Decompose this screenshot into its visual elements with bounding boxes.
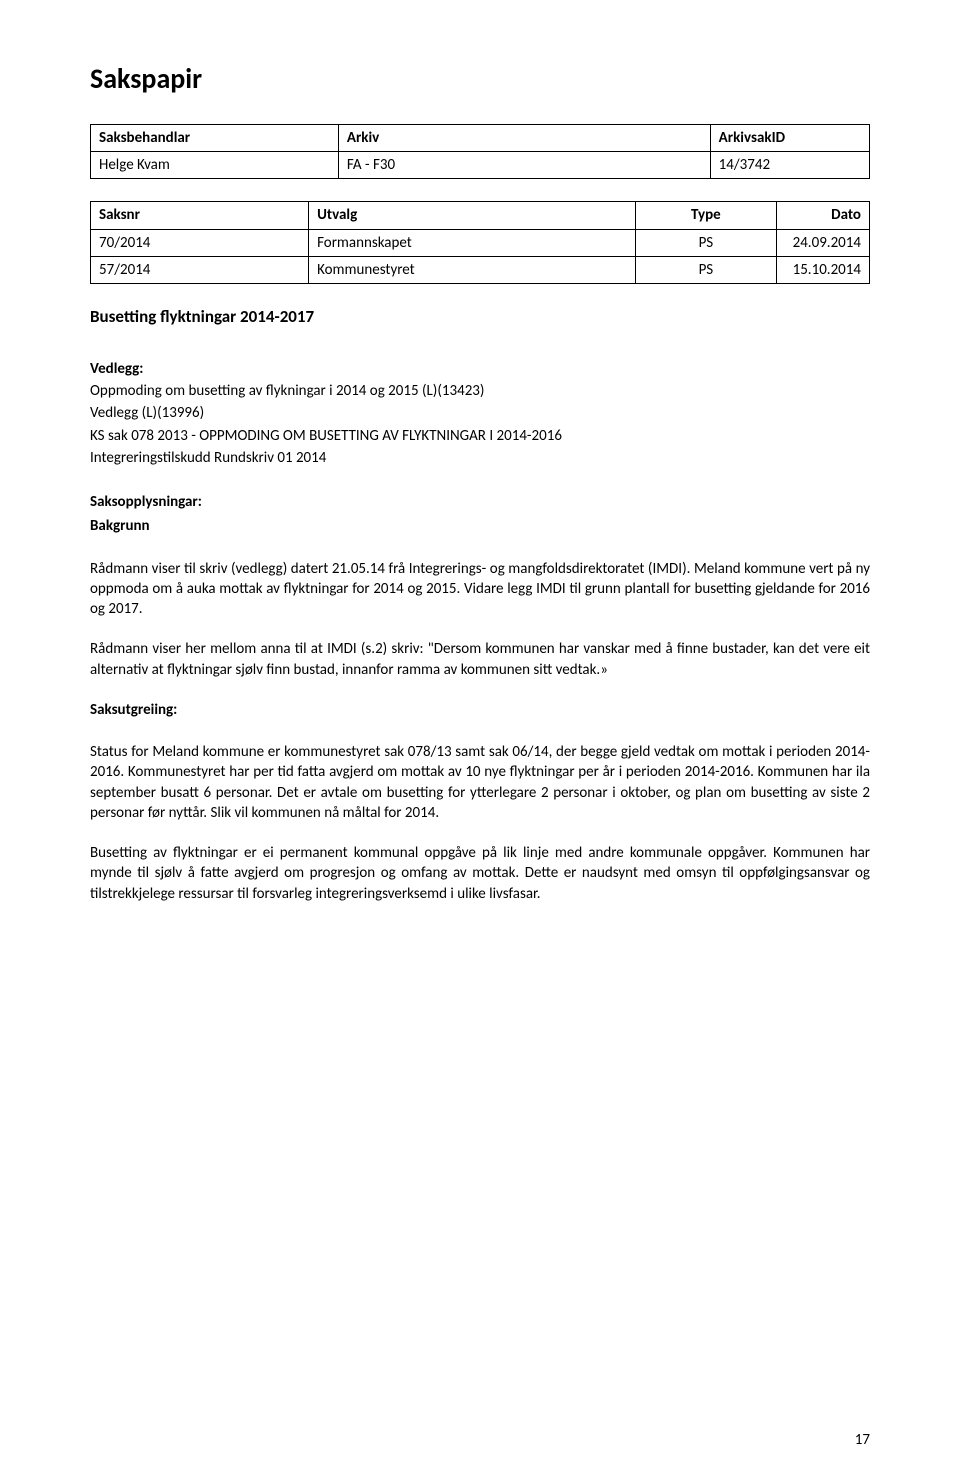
td-saksbehandlar: Helge Kvam: [91, 152, 339, 179]
saksopplysningar-heading: Saksopplysningar:: [90, 492, 870, 512]
attachment-item: Vedlegg (L)(13996): [90, 403, 870, 423]
td-dato: 24.09.2014: [776, 229, 870, 256]
case-subject: Busetting flyktningar 2014-2017: [90, 306, 870, 329]
attachment-item: Oppmoding om busetting av flykningar i 2…: [90, 381, 870, 401]
th-saksbehandlar: Saksbehandlar: [91, 124, 339, 151]
th-utvalg: Utvalg: [309, 202, 636, 229]
td-type: PS: [636, 229, 776, 256]
th-arkiv: Arkiv: [338, 124, 710, 151]
page-number: 17: [855, 1430, 870, 1450]
table-row: 70/2014 Formannskapet PS 24.09.2014: [91, 229, 870, 256]
bakgrunn-heading: Bakgrunn: [90, 516, 870, 536]
page-title: Sakspapir: [90, 60, 870, 98]
attachments-block: Vedlegg: Oppmoding om busetting av flykn…: [90, 359, 870, 468]
td-utvalg: Formannskapet: [309, 229, 636, 256]
table-row: 57/2014 Kommunestyret PS 15.10.2014: [91, 256, 870, 283]
paragraph: Busetting av flyktningar er ei permanent…: [90, 843, 870, 904]
table-row: Saksbehandlar Arkiv ArkivsakID: [91, 124, 870, 151]
td-utvalg: Kommunestyret: [309, 256, 636, 283]
attachments-heading: Vedlegg:: [90, 359, 870, 379]
td-arkiv: FA - F30: [338, 152, 710, 179]
td-saksnr: 57/2014: [91, 256, 309, 283]
table-row: Saksnr Utvalg Type Dato: [91, 202, 870, 229]
th-arkivsakid: ArkivsakID: [710, 124, 869, 151]
paragraph: Status for Meland kommune er kommunestyr…: [90, 742, 870, 823]
case-info-block: Saksopplysningar: Bakgrunn: [90, 492, 870, 537]
th-type: Type: [636, 202, 776, 229]
td-type: PS: [636, 256, 776, 283]
attachment-item: KS sak 078 2013 - OPPMODING OM BUSETTING…: [90, 426, 870, 446]
th-saksnr: Saksnr: [91, 202, 309, 229]
attachment-item: Integreringstilskudd Rundskriv 01 2014: [90, 448, 870, 468]
td-dato: 15.10.2014: [776, 256, 870, 283]
table-row: Helge Kvam FA - F30 14/3742: [91, 152, 870, 179]
case-info-table: Saksbehandlar Arkiv ArkivsakID Helge Kva…: [90, 124, 870, 180]
meetings-table: Saksnr Utvalg Type Dato 70/2014 Formanns…: [90, 201, 870, 284]
td-saksnr: 70/2014: [91, 229, 309, 256]
saksutgreiing-heading: Saksutgreiing:: [90, 700, 870, 720]
td-arkivsakid: 14/3742: [710, 152, 869, 179]
paragraph: Rådmann viser her mellom anna til at IMD…: [90, 639, 870, 680]
th-dato: Dato: [776, 202, 870, 229]
paragraph: Rådmann viser til skriv (vedlegg) datert…: [90, 559, 870, 620]
